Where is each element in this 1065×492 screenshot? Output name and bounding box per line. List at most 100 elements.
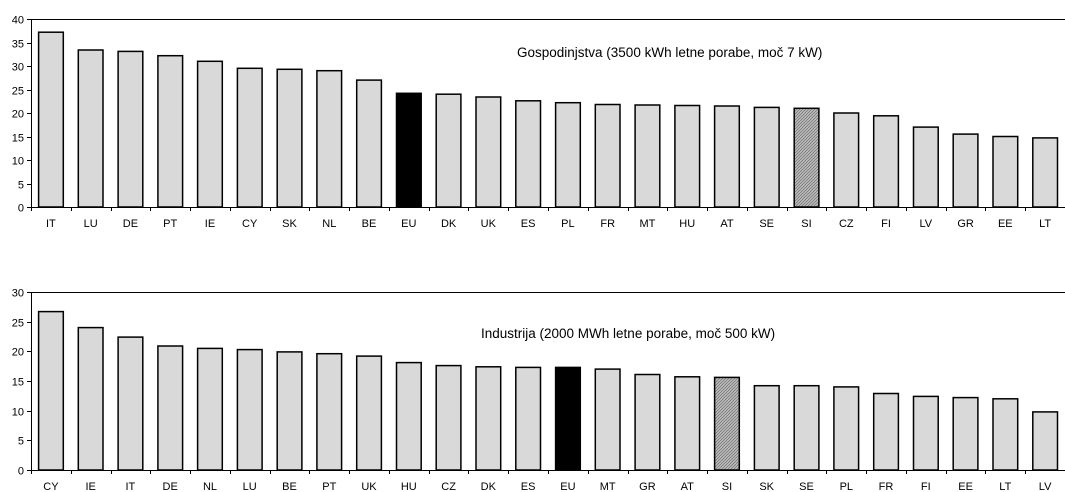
bar-es <box>515 100 542 208</box>
x-tick-label-ee: EE <box>998 218 1013 230</box>
x-tick-label-pt: PT <box>322 481 336 492</box>
chart-panel-1: 0 5 10 15 20 25 30 35 40 IT LU DE PT IE CY SK NL BE EU DK UK… <box>12 15 1065 230</box>
bar-lv <box>912 126 939 208</box>
bar-cz <box>435 364 462 471</box>
x-tick-label-si: SI <box>722 481 732 492</box>
x-tick-label-nl: NL <box>203 481 217 492</box>
bar-se <box>753 106 780 208</box>
x-tick-label-hu: HU <box>679 218 695 230</box>
bar-it <box>117 336 144 471</box>
x-tick-label-hu: HU <box>401 481 417 492</box>
y-tick-label: 25 <box>12 318 24 330</box>
x-tick-label-uk: UK <box>361 481 377 492</box>
bar-mt <box>594 368 621 471</box>
x-tick-label-nl: NL <box>322 218 336 230</box>
bar-uk <box>475 96 502 208</box>
bar-be <box>355 79 383 208</box>
bar-sk <box>276 68 303 208</box>
x-tick-label-fi: FI <box>881 218 891 230</box>
y-tick-label: 5 <box>18 180 24 192</box>
bar-nl <box>316 69 343 208</box>
x-tick-label-se: SE <box>799 481 814 492</box>
bar-ie <box>77 326 104 471</box>
bar-at <box>713 105 741 208</box>
y-tick-label: 30 <box>12 288 24 300</box>
x-tick-label-cy: CY <box>43 481 59 492</box>
x-tick-label-gr: GR <box>639 481 656 492</box>
y-tick-label: 0 <box>18 203 24 215</box>
x-tick-label-cz: CZ <box>441 481 456 492</box>
x-tick-label-fr: FR <box>600 218 615 230</box>
bar-cy <box>37 310 65 471</box>
y-tick-label: 25 <box>12 86 24 98</box>
chart-panel-2: 0 5 10 15 20 25 30 CY IE IT DE NL LU BE PT UK HU CZ DK ES EU… <box>12 288 1065 492</box>
bar-fr <box>872 392 900 471</box>
x-tick-label-it: IT <box>126 481 136 492</box>
bar-pt <box>316 352 343 471</box>
bar-de <box>117 50 144 208</box>
bar-ee <box>952 396 979 471</box>
bar-fi <box>912 395 939 471</box>
chart-annotation: Gospodinjstva (3500 kWh letne porabe, mo… <box>517 45 822 60</box>
x-tick-label-de: DE <box>163 481 178 492</box>
x-tick-label-at: AT <box>681 481 695 492</box>
x-tick-label-lv: LV <box>919 218 932 230</box>
chart-annotation: Industrija (2000 MWh letne porabe, moč 5… <box>481 326 775 341</box>
bar-es <box>515 366 542 471</box>
y-tick-label: 30 <box>12 62 24 74</box>
x-tick-label-uk: UK <box>481 218 497 230</box>
x-tick-label-mt: MT <box>600 481 616 492</box>
x-tick-label-ie: IE <box>85 481 95 492</box>
x-tick-label-dk: DK <box>481 481 497 492</box>
bar-si <box>793 107 820 208</box>
bar-eu <box>554 366 582 471</box>
x-tick-label-pl: PL <box>840 481 853 492</box>
x-tick-label-lt: LT <box>999 481 1011 492</box>
x-tick-label-es: ES <box>521 218 536 230</box>
bar-hu <box>674 104 701 208</box>
x-tick-label-lt: LT <box>1039 218 1051 230</box>
x-tick-label-pt: PT <box>163 218 177 230</box>
x-tick-label-es: ES <box>521 481 536 492</box>
x-tick-label-be: BE <box>362 218 377 230</box>
bar-mt <box>634 104 661 208</box>
y-tick-label: 10 <box>12 407 24 419</box>
bar-se <box>793 384 820 471</box>
x-tick-label-ie: IE <box>205 218 215 230</box>
x-tick-label-mt: MT <box>639 218 655 230</box>
x-tick-label-se: SE <box>759 218 774 230</box>
x-tick-label-eu: EU <box>401 218 416 230</box>
y-tick-label: 35 <box>12 39 24 51</box>
x-tick-label-it: IT <box>46 218 56 230</box>
x-tick-label-dk: DK <box>441 218 457 230</box>
x-tick-label-lv: LV <box>1039 481 1052 492</box>
bar-hu <box>395 361 422 471</box>
bar-lt <box>992 398 1019 471</box>
bar-uk <box>355 355 383 471</box>
bar-nl <box>196 347 224 471</box>
bar-lt <box>1032 137 1059 208</box>
y-tick-label: 15 <box>12 133 24 145</box>
bar-it <box>37 31 65 208</box>
y-tick-label: 20 <box>12 109 24 121</box>
x-tick-label-cz: CZ <box>839 218 854 230</box>
x-tick-label-lu: LU <box>84 218 98 230</box>
bar-sk <box>753 384 780 471</box>
x-tick-label-gr: GR <box>957 218 974 230</box>
bar-gr <box>634 373 661 471</box>
bar-lv <box>1032 411 1059 471</box>
x-tick-label-si: SI <box>801 218 811 230</box>
bar-cz <box>833 112 860 208</box>
x-tick-label-be: BE <box>282 481 297 492</box>
y-tick-label: 40 <box>12 15 24 27</box>
bar-dk <box>475 366 502 471</box>
bar-cy <box>236 67 263 208</box>
bar-eu <box>395 92 422 208</box>
bar-ie <box>196 60 224 208</box>
bar-at <box>674 376 701 471</box>
x-tick-label-fi: FI <box>921 481 931 492</box>
x-tick-label-de: DE <box>123 218 138 230</box>
bar-ee <box>992 135 1019 208</box>
